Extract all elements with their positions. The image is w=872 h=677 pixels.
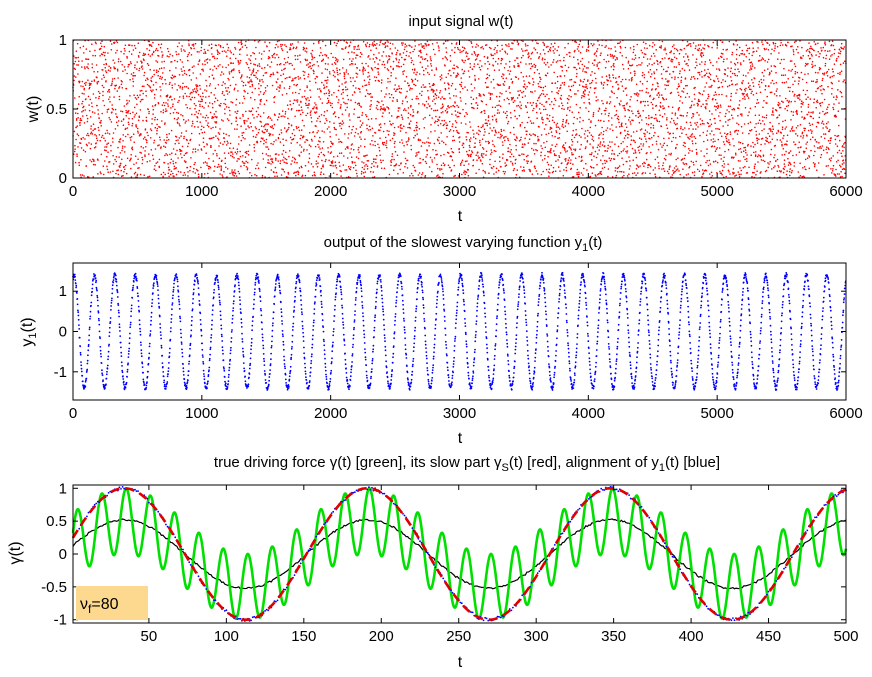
panel3-title: true driving force γ(t) [green], its slo… <box>214 454 720 474</box>
annotation-nu: ν <box>80 596 88 613</box>
panel1-data <box>72 39 847 179</box>
x-tick-label: 50 <box>141 628 158 645</box>
panel-slowest-output: output of the slowest varying function y… <box>19 234 863 447</box>
x-tick-label: 4000 <box>572 405 605 422</box>
y-tick-label: 0 <box>59 546 67 563</box>
panel2-title-b: (t) <box>588 234 602 251</box>
y-tick-label: -1 <box>54 612 67 629</box>
panel2-x-ticks: 0 1000 2000 3000 4000 5000 6000 <box>69 263 863 422</box>
y-tick-label: 0 <box>59 170 67 187</box>
x-tick-label: 2000 <box>314 183 347 200</box>
x-tick-label: 400 <box>679 628 704 645</box>
x-tick-label: 2000 <box>314 405 347 422</box>
x-tick-label: 5000 <box>700 183 733 200</box>
panel1-y-label: w(t) <box>25 96 42 124</box>
x-tick-label: 0 <box>69 405 77 422</box>
panel3-title-sub-s: S <box>502 462 509 474</box>
nu-f-annotation: νf=80 <box>76 586 148 620</box>
x-tick-label: 250 <box>446 628 471 645</box>
x-tick-label: 350 <box>601 628 626 645</box>
annotation-background <box>76 586 148 620</box>
y-tick-label: 0 <box>59 324 67 341</box>
x-tick-label: 3000 <box>443 183 476 200</box>
y-tick-label: -0.5 <box>41 579 67 596</box>
panel3-x-ticks: 50 100 150 200 250 300 350 400 450 500 <box>141 485 859 645</box>
panel2-y-label-sub: 1 <box>27 332 39 338</box>
x-tick-label: 300 <box>524 628 549 645</box>
panel-input-signal: input signal w(t) 0 1000 2000 3000 4000 5000 6… <box>25 13 863 225</box>
annotation-text: νf=80 <box>80 596 119 616</box>
panel3-title-a: true driving force γ(t) [green], its slo… <box>214 454 502 471</box>
panel1-axes-frame <box>72 39 847 179</box>
y-tick-label: 0.5 <box>46 513 67 530</box>
panel3-y-ticks: -1 -0.5 0 0.5 1 <box>41 480 846 629</box>
x-tick-label: 100 <box>214 628 239 645</box>
red-slow-part-curve <box>71 486 847 622</box>
x-tick-label: 6000 <box>829 405 862 422</box>
panel1-x-label: t <box>458 208 463 225</box>
y-tick-label: 1 <box>59 283 67 300</box>
x-tick-label: 3000 <box>443 405 476 422</box>
panel3-y-label: γ(t) <box>7 541 24 564</box>
annotation-sub: f <box>88 602 92 616</box>
panel1-x-ticks: 0 1000 2000 3000 4000 5000 6000 <box>69 40 863 200</box>
panel3-title-b: (t) [red], alignment of y <box>509 454 660 471</box>
x-tick-label: 6000 <box>829 183 862 200</box>
panel1-title: input signal w(t) <box>408 13 513 30</box>
panel2-y-label-b: (t) <box>19 317 36 332</box>
y-tick-label: 1 <box>59 32 67 49</box>
y-tick-label: -1 <box>54 364 67 381</box>
panel2-x-label: t <box>458 430 463 447</box>
panel1-y-ticks: 00.51 <box>46 32 846 187</box>
panel2-title-sub: 1 <box>582 242 588 254</box>
panel2-data <box>72 271 847 391</box>
y-tick-label: 0.5 <box>46 101 67 118</box>
panel2-title-a: output of the slowest varying function y <box>324 234 583 251</box>
annotation-rest: =80 <box>91 596 118 613</box>
x-tick-label: 450 <box>756 628 781 645</box>
y-tick-label: 1 <box>59 480 67 497</box>
panel3-data <box>71 486 848 622</box>
x-tick-label: 5000 <box>700 405 733 422</box>
panel3-x-label: t <box>458 654 463 671</box>
panel2-y-label: y1(t) <box>19 317 39 346</box>
w-series-points <box>72 39 847 179</box>
x-tick-label: 1000 <box>185 183 218 200</box>
x-tick-label: 1000 <box>185 405 218 422</box>
x-tick-label: 200 <box>369 628 394 645</box>
panel-driving-force: true driving force γ(t) [green], its slo… <box>7 454 859 671</box>
panel3-title-sub-1: 1 <box>659 462 665 474</box>
panel2-y-label-a: y <box>19 339 36 347</box>
green-true-force-curve <box>71 486 848 621</box>
x-tick-label: 500 <box>833 628 858 645</box>
panel3-title-c: (t) [blue] <box>665 454 720 471</box>
y1-series-points <box>72 271 847 391</box>
x-tick-label: 4000 <box>572 183 605 200</box>
panel2-y-ticks: -1 0 1 <box>54 283 846 381</box>
x-tick-label: 0 <box>69 183 77 200</box>
panel2-title: output of the slowest varying function y… <box>324 234 603 254</box>
x-tick-label: 150 <box>291 628 316 645</box>
